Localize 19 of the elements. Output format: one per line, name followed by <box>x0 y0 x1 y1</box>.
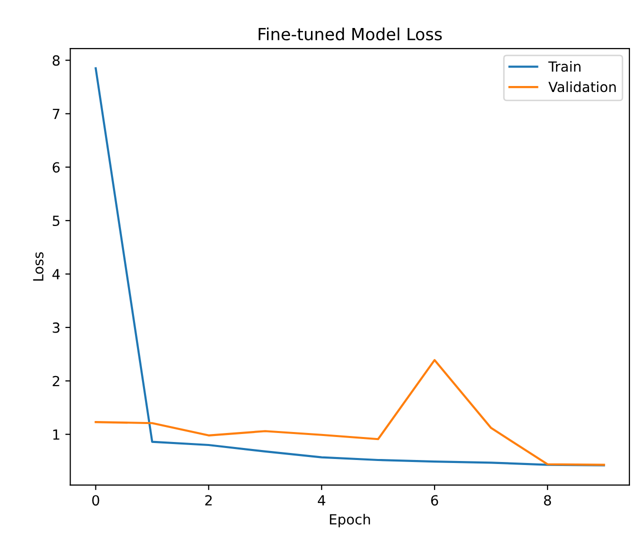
y-tick-label: 3 <box>52 322 60 333</box>
x-tick-label: 8 <box>544 495 551 506</box>
line-series <box>94 359 606 466</box>
y-tick-label: 2 <box>52 376 60 386</box>
y-tick-label: 7 <box>52 108 60 119</box>
y-tick-label: 6 <box>52 162 60 173</box>
x-tick-label: 4 <box>318 495 326 506</box>
x-tick-label: 6 <box>431 495 438 506</box>
chart-title: Fine-tuned Model Loss <box>258 28 442 40</box>
x-tick-label: 2 <box>205 495 212 506</box>
y-tick-label: 8 <box>52 55 60 66</box>
y-axis-title: Loss <box>33 252 44 281</box>
y-tick-label: 4 <box>52 269 60 280</box>
x-tick-label: 0 <box>92 495 100 506</box>
x-axis-title: Epoch <box>330 514 370 528</box>
legend-label: Validation <box>548 81 616 92</box>
y-tick-label: 5 <box>52 216 60 226</box>
y-tick-label: 1 <box>53 429 60 440</box>
legend-label: Train <box>548 61 580 72</box>
